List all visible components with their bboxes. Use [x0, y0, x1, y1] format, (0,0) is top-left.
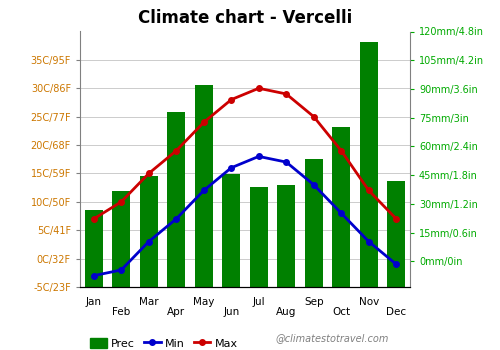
Title: Climate chart - Vercelli: Climate chart - Vercelli [138, 9, 352, 27]
Bar [360, 42, 378, 287]
Bar [85, 210, 102, 287]
Text: Jun: Jun [223, 307, 240, 317]
Bar [278, 185, 295, 287]
Text: Aug: Aug [276, 307, 296, 317]
Legend: Prec, Min, Max: Prec, Min, Max [86, 333, 242, 350]
Text: Feb: Feb [112, 307, 130, 317]
Text: Mar: Mar [139, 297, 158, 307]
Bar [168, 112, 185, 287]
Bar [222, 174, 240, 287]
Bar [305, 159, 322, 287]
Bar [112, 191, 130, 287]
Text: Dec: Dec [386, 307, 406, 317]
Text: May: May [193, 297, 214, 307]
Text: Jan: Jan [86, 297, 102, 307]
Text: Jul: Jul [252, 297, 265, 307]
Bar [250, 187, 268, 287]
Text: Sep: Sep [304, 297, 324, 307]
Bar [140, 176, 158, 287]
Text: Oct: Oct [332, 307, 350, 317]
Text: @climatestotravel.com: @climatestotravel.com [275, 333, 388, 343]
Bar [332, 127, 350, 287]
Text: Apr: Apr [167, 307, 186, 317]
Bar [195, 85, 212, 287]
Bar [388, 181, 405, 287]
Text: Nov: Nov [358, 297, 379, 307]
